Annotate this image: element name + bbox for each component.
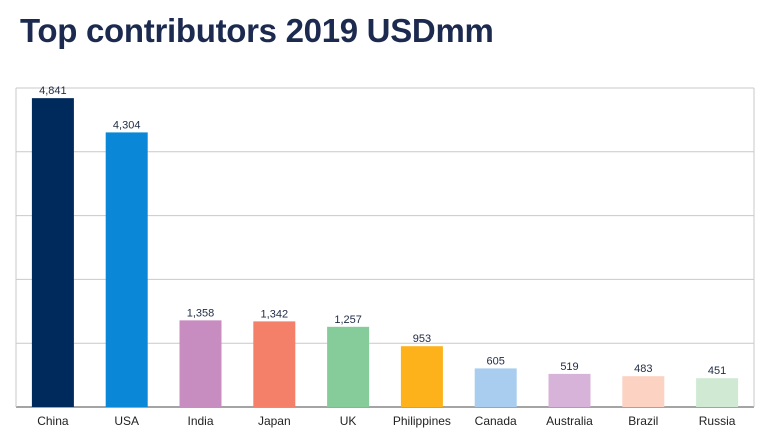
chart-title: Top contributors 2019 USDmm bbox=[20, 12, 494, 49]
value-label: 451 bbox=[708, 365, 726, 377]
category-label: China bbox=[37, 414, 69, 428]
category-label: Russia bbox=[699, 414, 736, 428]
value-labels: 4,841 4,304 1,358 1,342 1,257 953 605 519 483 451 bbox=[39, 85, 726, 377]
bar bbox=[31, 98, 74, 408]
category-label: Australia bbox=[546, 414, 593, 428]
value-label: 4,304 bbox=[113, 119, 141, 131]
value-label: 483 bbox=[634, 363, 652, 375]
value-label: 1,342 bbox=[261, 308, 289, 320]
category-label: Japan bbox=[258, 414, 291, 428]
category-label: Brazil bbox=[628, 414, 658, 428]
value-label: 519 bbox=[560, 361, 578, 373]
value-label: 4,841 bbox=[39, 85, 67, 97]
bar bbox=[400, 346, 443, 407]
bars bbox=[31, 98, 739, 408]
bar bbox=[179, 320, 222, 407]
category-label: USA bbox=[114, 414, 139, 428]
bar bbox=[622, 376, 665, 407]
bar bbox=[548, 373, 591, 407]
value-label: 605 bbox=[487, 355, 505, 367]
value-label: 1,358 bbox=[187, 307, 215, 319]
bar bbox=[327, 326, 370, 407]
category-labels: China USA India Japan UK Philippines Canada Aus… bbox=[37, 414, 736, 428]
value-label: 1,257 bbox=[334, 314, 362, 326]
bar bbox=[474, 368, 517, 407]
category-label: Philippines bbox=[393, 414, 451, 428]
bar bbox=[105, 132, 148, 408]
value-label: 953 bbox=[413, 333, 431, 345]
category-label: Canada bbox=[475, 414, 517, 428]
bar bbox=[696, 378, 739, 407]
category-label: India bbox=[187, 414, 213, 428]
bar bbox=[253, 321, 296, 407]
category-label: UK bbox=[340, 414, 357, 428]
